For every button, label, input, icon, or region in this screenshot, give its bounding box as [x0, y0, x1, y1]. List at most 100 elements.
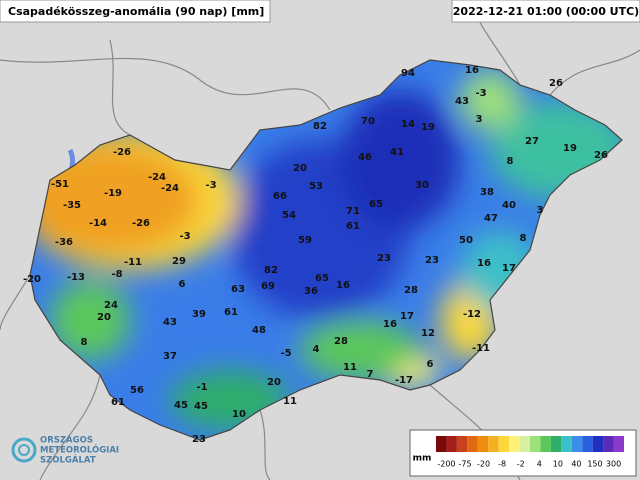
- station-value: 61: [111, 397, 125, 408]
- station-value: -17: [395, 375, 413, 386]
- legend-swatch: [467, 436, 478, 452]
- legend-tick-label: 40: [571, 460, 581, 469]
- station-value: 43: [163, 317, 177, 328]
- legend-tick-label: -2: [517, 460, 525, 469]
- station-value: 37: [163, 351, 177, 362]
- timestamp: 2022-12-21 01:00 (00:00 UTC): [453, 5, 639, 18]
- station-value: 94: [401, 68, 415, 79]
- station-value: 47: [484, 213, 498, 224]
- legend-tick-label: -20: [477, 460, 490, 469]
- station-value: 29: [172, 256, 186, 267]
- station-value: -13: [67, 272, 85, 283]
- title: Csapadékösszeg-anomália (90 nap) [mm]: [8, 5, 264, 18]
- station-value: 4: [313, 344, 320, 355]
- timestamp-box: [451, 0, 640, 23]
- station-value: 6: [179, 279, 186, 290]
- station-value: 16: [477, 258, 491, 269]
- legend-swatch: [436, 436, 447, 452]
- legend-unit: mm: [413, 454, 432, 464]
- station-value: 69: [261, 281, 275, 292]
- station-value: 46: [358, 152, 372, 163]
- station-value: 40: [502, 200, 516, 211]
- station-value: 23: [425, 255, 439, 266]
- station-value: -3: [205, 180, 216, 191]
- station-value: -35: [63, 200, 81, 211]
- station-value: -26: [132, 218, 150, 229]
- station-value: -11: [124, 257, 142, 268]
- station-value: 61: [224, 307, 238, 318]
- station-value: 20: [293, 163, 307, 174]
- station-value: 20: [267, 377, 281, 388]
- station-value: 65: [369, 199, 383, 210]
- station-value: -12: [463, 309, 481, 320]
- station-value: -11: [472, 343, 490, 354]
- station-value: 56: [130, 385, 144, 396]
- station-value: -19: [104, 188, 122, 199]
- station-value: 36: [304, 286, 318, 297]
- station-value: 8: [81, 337, 88, 348]
- legend-tick-label: 10: [553, 460, 563, 469]
- station-value: 82: [264, 265, 278, 276]
- station-value: 16: [465, 65, 479, 76]
- station-value: 17: [502, 263, 516, 274]
- station-value: 71: [346, 206, 360, 217]
- station-value: -8: [111, 269, 122, 280]
- station-value: 26: [549, 78, 563, 89]
- station-value: 23: [377, 253, 391, 264]
- legend-swatch: [519, 436, 530, 452]
- station-value: 39: [192, 309, 206, 320]
- legend-tick-label: -75: [458, 460, 471, 469]
- station-value: 14: [401, 119, 415, 130]
- station-value: 28: [334, 336, 348, 347]
- station-value: 41: [390, 147, 404, 158]
- legend-swatch: [456, 436, 468, 452]
- station-value: 66: [273, 191, 287, 202]
- station-value: 45: [174, 400, 188, 411]
- station-value: 20: [97, 312, 111, 323]
- station-value: -14: [89, 218, 107, 229]
- logo-text: ORSZÁGOS: [40, 434, 93, 446]
- legend-swatch: [561, 436, 572, 452]
- station-value: -3: [475, 88, 486, 99]
- station-value: -24: [161, 183, 179, 194]
- legend-swatch: [613, 436, 624, 452]
- legend-swatch: [477, 436, 489, 452]
- station-value: 54: [282, 210, 296, 221]
- legend-swatch: [540, 436, 551, 452]
- logo-text: SZOLGÁLAT: [40, 454, 96, 466]
- station-value: 16: [383, 319, 397, 330]
- station-value: 59: [298, 235, 312, 246]
- station-value: 63: [231, 284, 245, 295]
- station-value: 19: [421, 122, 435, 133]
- station-value: 70: [361, 116, 375, 127]
- station-value: 50: [459, 235, 473, 246]
- legend-swatch: [571, 436, 583, 452]
- station-value: -20: [23, 274, 41, 285]
- legend-swatch: [550, 436, 562, 452]
- legend-swatch: [582, 436, 593, 452]
- station-value: 3: [537, 205, 544, 216]
- legend-swatch: [592, 436, 604, 452]
- station-value: 27: [525, 136, 539, 147]
- station-value: 6: [427, 359, 434, 370]
- station-value: 65: [315, 273, 329, 284]
- station-value: 7: [367, 369, 374, 380]
- station-value: 26: [594, 150, 608, 161]
- legend-tick-label: -200: [437, 460, 455, 469]
- station-value: -26: [113, 147, 131, 158]
- station-value: 11: [283, 396, 297, 407]
- logo-text: METEOROLÓGIAI: [40, 444, 119, 456]
- legend-swatch: [488, 436, 499, 452]
- legend-swatch: [603, 436, 614, 452]
- station-value: 23: [192, 434, 206, 445]
- station-value: 11: [343, 362, 357, 373]
- station-value: 38: [480, 187, 494, 198]
- station-value: 3: [476, 114, 483, 125]
- station-value: -3: [179, 231, 190, 242]
- station-value: -36: [55, 237, 73, 248]
- station-value: -5: [280, 348, 291, 359]
- legend-tick-label: 150: [587, 460, 602, 469]
